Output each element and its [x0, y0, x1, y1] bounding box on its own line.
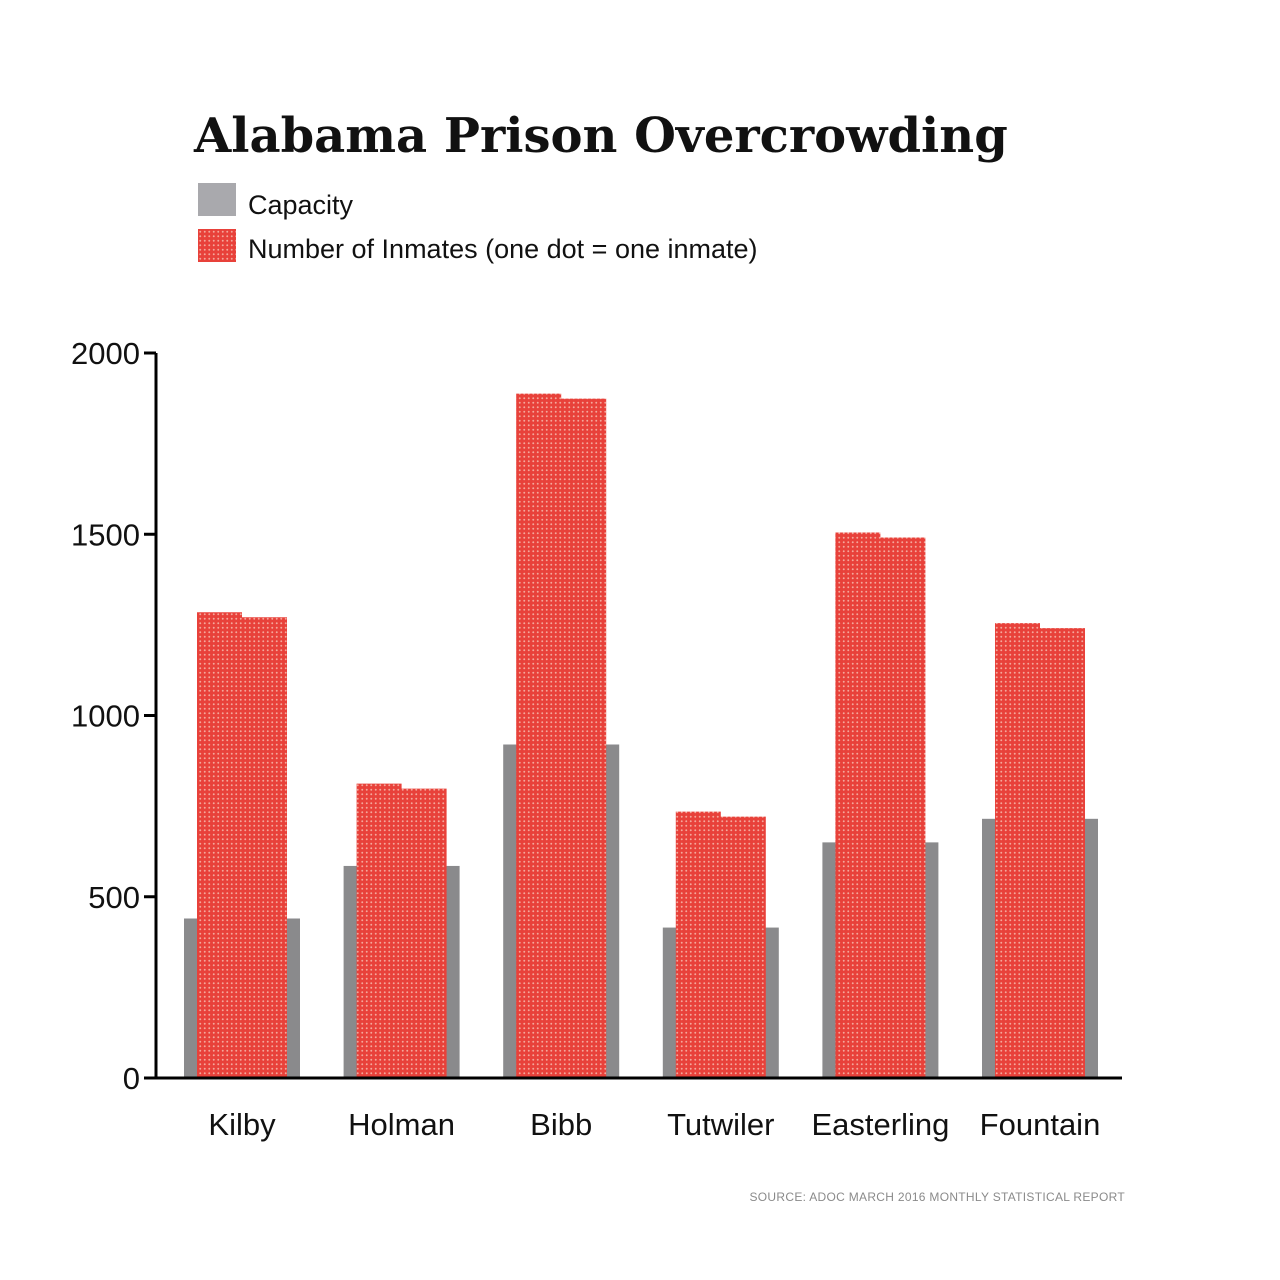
inmates-bar-tutwiler — [675, 811, 766, 1078]
chart-title: Alabama Prison Overcrowding — [193, 108, 1008, 164]
inmates-bar-easterling — [835, 532, 926, 1078]
legend-label-capacity: Capacity — [248, 190, 354, 220]
x-tick-label-kilby: Kilby — [208, 1107, 276, 1142]
legend-swatch-capacity — [198, 183, 236, 216]
legend-label-inmates: Number of Inmates (one dot = one inmate) — [248, 234, 758, 264]
inmates-bar-holman — [356, 783, 447, 1078]
y-tick-label-1000: 1000 — [71, 699, 140, 734]
y-tick-label-2000: 2000 — [71, 336, 140, 371]
y-tick-label-500: 500 — [88, 880, 140, 915]
x-tick-label-bibb: Bibb — [530, 1107, 592, 1142]
inmates-bar-bibb — [516, 393, 607, 1079]
plot-area: Kilby Holman Bibb Tutwiler Easterling Fountai… — [71, 336, 1122, 1142]
x-tick-label-fountain: Fountain — [980, 1107, 1101, 1142]
legend-swatch-inmates — [198, 229, 236, 262]
x-tick-label-easterling: Easterling — [811, 1107, 949, 1142]
y-tick-label-0: 0 — [123, 1061, 140, 1096]
x-tick-label-holman: Holman — [348, 1107, 455, 1142]
inmates-bar-kilby — [197, 612, 287, 1078]
source-note: SOURCE: ADOC MARCH 2016 MONTHLY STATISTI… — [749, 1190, 1125, 1204]
legend: Capacity Number of Inmates (one dot = on… — [198, 183, 758, 264]
x-tick-label-tutwiler: Tutwiler — [667, 1107, 774, 1142]
y-tick-label-1500: 1500 — [71, 517, 140, 552]
inmates-bar-fountain — [995, 623, 1085, 1078]
